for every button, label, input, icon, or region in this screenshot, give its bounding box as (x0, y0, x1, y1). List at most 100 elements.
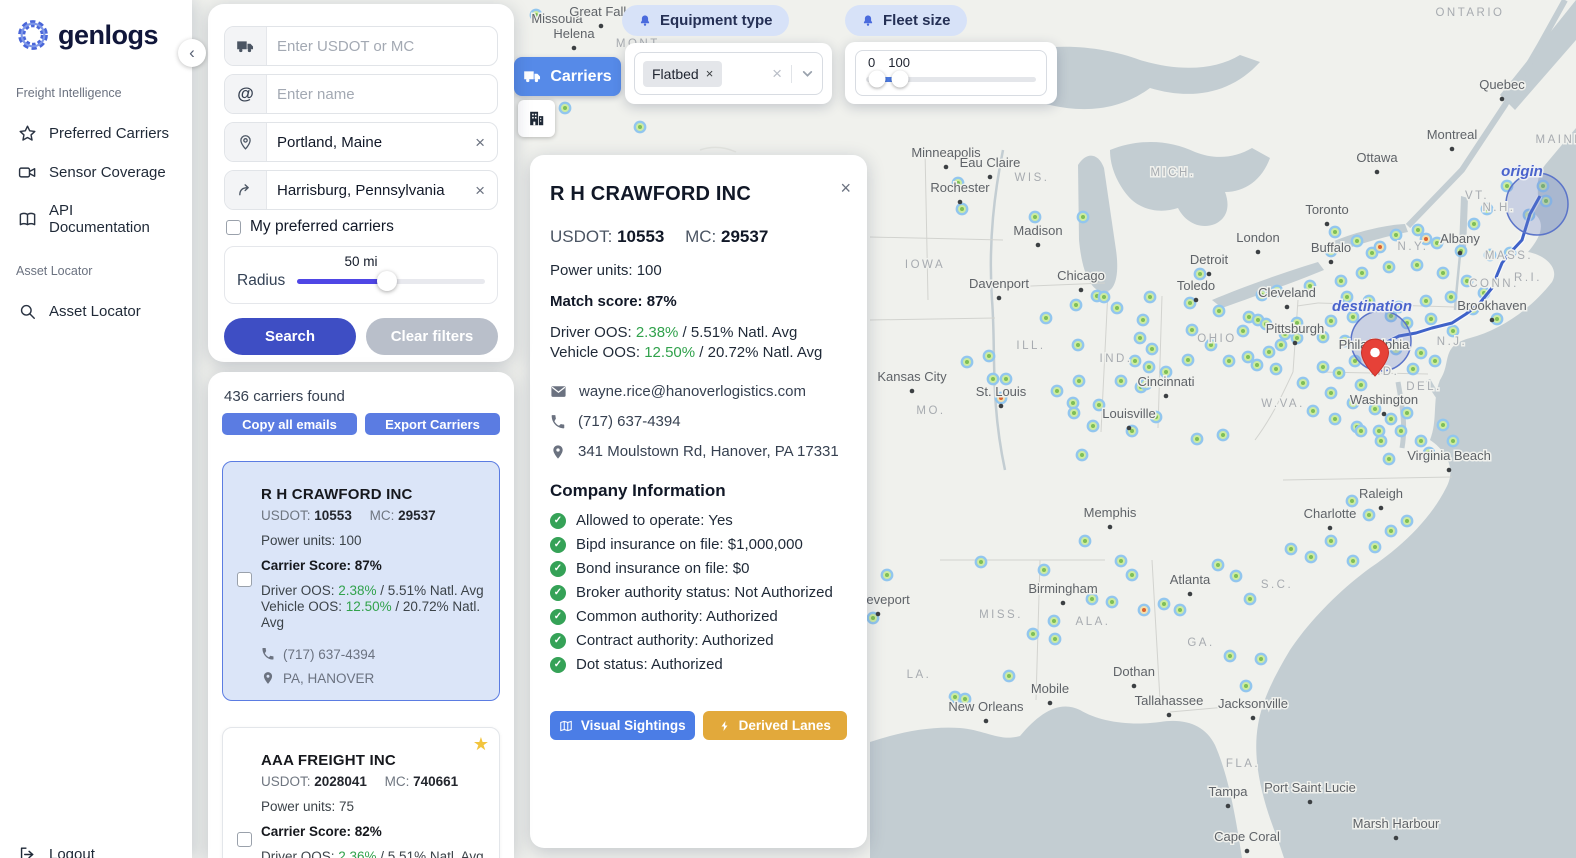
carrier-dot-core (1090, 597, 1094, 601)
check-circle-icon: ✓ (550, 608, 566, 625)
radius-box: 50 mi Radius (224, 246, 498, 304)
company-info-item: ✓ Bipd insurance on file: $1,000,000 (550, 536, 847, 553)
carrier-dot-core (1142, 608, 1146, 612)
map-pin-marker[interactable] (1360, 338, 1390, 377)
fleet-max-handle[interactable] (891, 70, 909, 88)
sidebar-item-asset-locator[interactable]: Asset Locator (14, 292, 178, 331)
fleet-size-filter-pill[interactable]: Fleet size (845, 5, 967, 36)
close-icon[interactable]: × (840, 178, 851, 198)
clear-selection-icon[interactable]: × (772, 63, 782, 83)
carrier-select-checkbox[interactable] (237, 831, 252, 847)
carriers-tab-button[interactable]: Carriers (514, 57, 621, 96)
map-city-label: St. Louis (976, 384, 1027, 399)
location-pin-icon (263, 672, 273, 685)
carrier-dot-core (885, 573, 889, 577)
carrier-dot-core (1399, 429, 1403, 433)
carrier-dot-core (1367, 513, 1371, 517)
sidebar-item-label: Preferred Carriers (49, 125, 170, 142)
map-city-label: Atlanta (1170, 572, 1211, 587)
carriers-button-label: Carriers (550, 67, 612, 85)
state-labels-layer: MONT.IOWAWIS.MICH.ILL.IND.MO.OHIOW.VA.N.… (614, 6, 1576, 772)
sidebar-item-preferred-carriers[interactable]: Preferred Carriers (14, 114, 178, 153)
carrier-dot-core (1221, 433, 1225, 437)
clear-filters-button[interactable]: Clear filters (366, 318, 498, 355)
map-city-label: Birmingham (1028, 581, 1097, 596)
check-circle-icon: ✓ (550, 512, 566, 529)
carrier-select-checkbox[interactable] (237, 572, 252, 587)
sidebar-item-api-documentation[interactable]: API Documentation (14, 192, 178, 246)
carrier-name: R H CRAWFORD INC (261, 486, 413, 503)
visual-sightings-button[interactable]: Visual Sightings (550, 711, 695, 740)
facilities-toggle-button[interactable] (518, 100, 555, 137)
favorite-star-icon[interactable]: ★ (472, 733, 489, 754)
map-city-label: Albany (1440, 231, 1480, 246)
carrier-dot-core (1351, 315, 1355, 319)
map-city-label: Mobile (1031, 681, 1069, 696)
map-city-label: Cincinnati (1137, 374, 1194, 389)
usdot-input[interactable] (267, 37, 497, 55)
carrier-dot-core (1308, 284, 1312, 288)
carrier-dot-core (1441, 423, 1445, 427)
origin-clear-button[interactable]: × (475, 132, 485, 152)
destination-pin[interactable] (1360, 338, 1390, 377)
logout-icon (20, 847, 34, 858)
map-city-dot (1187, 591, 1193, 597)
detail-phone[interactable]: (717) 637-4394 (550, 413, 847, 430)
carrier-dot-core (1198, 272, 1202, 276)
radius-slider-thumb[interactable] (377, 271, 398, 291)
route-line (1382, 195, 1542, 346)
carrier-dot-core (1130, 573, 1134, 577)
carrier-dot-core (1451, 329, 1455, 333)
map-city-label: Memphis (1084, 505, 1137, 520)
logout-button[interactable]: Logout (18, 845, 95, 858)
sidebar-collapse-button[interactable]: ‹ (178, 39, 206, 67)
carrier-dot-core (1227, 359, 1231, 363)
radius-slider[interactable] (297, 271, 485, 291)
carrier-dot-core (1394, 347, 1398, 351)
destination-clear-button[interactable]: × (475, 180, 485, 200)
carrier-dot-core (1415, 263, 1419, 267)
map-city-label: Eau Claire (960, 155, 1021, 170)
copy-all-emails-button[interactable]: Copy all emails (222, 413, 357, 435)
carrier-dot-core (1411, 367, 1415, 371)
company-info-item: ✓ Broker authority status: Not Authorized (550, 584, 847, 601)
detail-match-score: Match score: 87% (550, 293, 677, 310)
carrier-dot-core (1102, 295, 1106, 299)
map-city-dot (957, 199, 963, 205)
search-button[interactable]: Search (224, 318, 356, 355)
detail-address[interactable]: 341 Moulstown Rd, Hanover, PA 17331 (550, 443, 847, 460)
carrier-dot-core (1378, 245, 1382, 249)
carrier-dot-core (1424, 237, 1428, 241)
equipment-select[interactable]: Flatbed × × (634, 52, 823, 95)
derived-lanes-button[interactable]: Derived Lanes (702, 711, 847, 740)
export-carriers-button[interactable]: Export Carriers (365, 413, 500, 435)
map-city-dot (1060, 600, 1066, 606)
carrier-dot-core (1394, 233, 1398, 237)
carrier-card-aaa-freight[interactable]: ★ AAA FREIGHT INC USDOT: 2028041 MC: 740… (222, 726, 500, 858)
map-city-dot (1193, 297, 1199, 303)
equipment-type-filter-pill[interactable]: Equipment type (622, 5, 789, 36)
carrier-dot-core (1188, 301, 1192, 305)
map-city-label: Ottawa (1356, 150, 1398, 165)
detail-email[interactable]: wayne.rice@hanoverlogistics.com (550, 383, 847, 400)
map-city-dot (1225, 803, 1231, 809)
chevron-down-icon[interactable] (801, 67, 814, 80)
remove-flatbed-icon[interactable]: × (705, 66, 714, 81)
preferred-carriers-checkbox[interactable] (226, 219, 241, 235)
map-city-dot (1381, 411, 1387, 417)
carrier-dot-core (1379, 439, 1383, 443)
map-city-dot (1078, 287, 1084, 293)
fleet-size-slider[interactable] (866, 70, 1036, 88)
name-input[interactable] (267, 85, 497, 103)
fleet-size-range: 0 100 (855, 50, 1047, 96)
origin-input[interactable] (267, 133, 464, 151)
carrier-card-rh-crawford[interactable]: R H CRAWFORD INC USDOT: 10553 MC: 29537 … (222, 461, 500, 701)
carrier-phone: (717) 637-4394 (261, 647, 487, 662)
carrier-dot-core (1405, 519, 1409, 523)
logo[interactable]: genlogs (16, 18, 178, 52)
fleet-min-handle[interactable] (868, 70, 886, 88)
flatbed-chip: Flatbed × (643, 60, 723, 87)
destination-input[interactable] (267, 181, 464, 199)
sidebar-item-sensor-coverage[interactable]: Sensor Coverage (14, 153, 178, 192)
